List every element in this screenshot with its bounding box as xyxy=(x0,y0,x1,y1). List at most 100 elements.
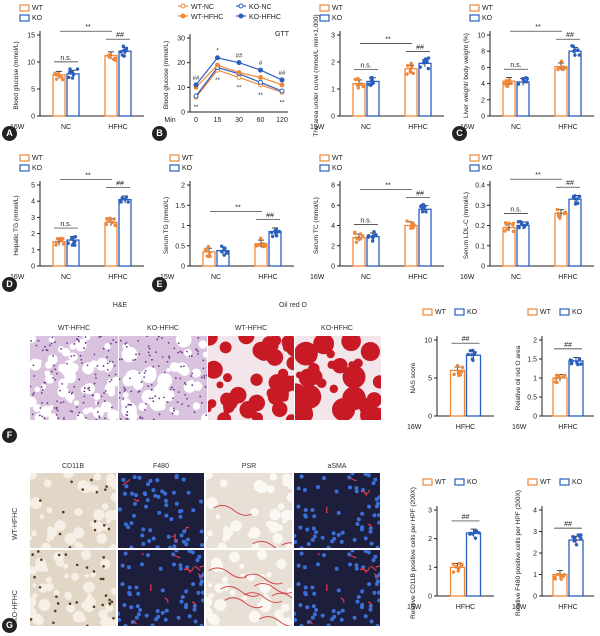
vacuole xyxy=(84,596,96,608)
vacuole xyxy=(266,571,272,578)
data-point xyxy=(75,67,80,71)
bar xyxy=(516,224,530,267)
dapi-nucleus xyxy=(360,525,365,530)
bar xyxy=(66,73,80,117)
legend-swatch xyxy=(527,478,538,486)
nucleus xyxy=(32,364,35,367)
data-point xyxy=(408,69,412,74)
vacuole xyxy=(248,610,261,623)
lipid-vacuole xyxy=(80,386,88,394)
lipid-vacuole xyxy=(141,367,157,384)
y-tick-label: 3 xyxy=(428,508,432,515)
y-tick-label: 3 xyxy=(331,33,335,40)
vacuole xyxy=(281,603,290,612)
dapi-nucleus xyxy=(336,588,341,593)
data-point xyxy=(405,219,409,223)
legend-label: WT xyxy=(182,155,194,162)
data-point xyxy=(418,65,423,69)
dapi-nucleus xyxy=(336,533,341,538)
dapi-nucleus xyxy=(146,482,151,487)
sig-label: ** xyxy=(385,36,391,43)
legend-swatch xyxy=(169,154,180,162)
sig-label: ## xyxy=(266,213,274,220)
dapi-nucleus xyxy=(336,510,341,515)
bar xyxy=(554,65,568,117)
positive-cell xyxy=(99,577,103,581)
data-point xyxy=(572,539,576,543)
positive-cell xyxy=(102,556,105,559)
nucleus xyxy=(97,401,100,404)
lipid-droplet xyxy=(360,341,380,362)
data-point xyxy=(54,240,58,245)
bar xyxy=(449,369,466,417)
vacuole xyxy=(222,537,228,543)
dapi-nucleus xyxy=(118,617,122,622)
data-point xyxy=(456,569,460,573)
dapi-nucleus xyxy=(298,525,303,530)
x-tick-label: HFHC xyxy=(108,274,127,281)
data-point xyxy=(54,243,58,247)
data-point xyxy=(113,223,118,227)
dapi-nucleus xyxy=(122,491,127,496)
dapi-nucleus xyxy=(354,489,359,494)
legend-swatch xyxy=(319,164,330,172)
dapi-nucleus xyxy=(355,521,360,526)
positive-cell xyxy=(104,488,107,491)
data-point xyxy=(219,244,224,248)
x-tick-label: NC xyxy=(511,124,521,131)
dapi-nucleus xyxy=(122,603,127,608)
dapi-nucleus xyxy=(315,485,320,490)
nucleus xyxy=(191,372,194,375)
positive-signal xyxy=(340,597,345,603)
chart-svg: WT KO 0 0.5 1 1.5 2 Relative oil red O area 16W H… xyxy=(512,308,594,431)
lipid-droplet xyxy=(208,360,223,379)
nucleus xyxy=(119,397,121,399)
dapi-nucleus xyxy=(133,493,138,498)
x-tick-label: HFHC xyxy=(408,124,427,131)
nucleus xyxy=(168,355,170,358)
y-tick-label: 3 xyxy=(31,215,35,222)
legend-label: WT xyxy=(32,5,44,12)
collagen-fiber xyxy=(243,592,283,604)
lipid-vacuole xyxy=(61,347,71,357)
dapi-nucleus xyxy=(339,617,344,622)
nucleus xyxy=(158,397,161,400)
nucleus xyxy=(148,354,151,357)
nucleus xyxy=(84,342,87,344)
dapi-nucleus xyxy=(178,563,183,568)
dapi-nucleus xyxy=(360,511,365,516)
vacuole xyxy=(211,557,222,569)
data-point xyxy=(559,577,563,582)
nucleus xyxy=(167,341,170,344)
series-point xyxy=(279,82,285,88)
data-point xyxy=(511,229,516,234)
nucleus xyxy=(169,388,172,391)
lipid-droplet xyxy=(208,336,218,346)
nucleus xyxy=(147,345,150,348)
collagen-fiber xyxy=(224,597,263,609)
y-tick-label: 0 xyxy=(331,114,335,121)
data-point xyxy=(104,222,109,226)
data-point xyxy=(119,200,123,204)
dapi-nucleus xyxy=(373,554,378,559)
nucleus xyxy=(139,416,141,419)
nucleus xyxy=(35,344,38,347)
lipid-droplet xyxy=(277,368,289,379)
data-point xyxy=(426,56,431,60)
lipid-vacuole xyxy=(128,411,138,420)
nucleus xyxy=(173,347,176,350)
dapi-nucleus xyxy=(363,536,368,541)
nucleus xyxy=(102,347,105,350)
lipid-vacuole xyxy=(169,362,180,372)
dapi-nucleus xyxy=(360,589,365,594)
legend-swatch xyxy=(319,4,330,12)
panel-label-c: C xyxy=(452,126,467,141)
positive-cell xyxy=(86,624,89,626)
data-point xyxy=(411,71,415,76)
dapi-nucleus xyxy=(141,527,146,532)
collagen-fiber xyxy=(253,583,292,594)
dapi-nucleus xyxy=(168,545,173,548)
micrograph xyxy=(119,336,207,420)
dapi-nucleus xyxy=(121,477,126,482)
nucleus xyxy=(109,342,112,345)
